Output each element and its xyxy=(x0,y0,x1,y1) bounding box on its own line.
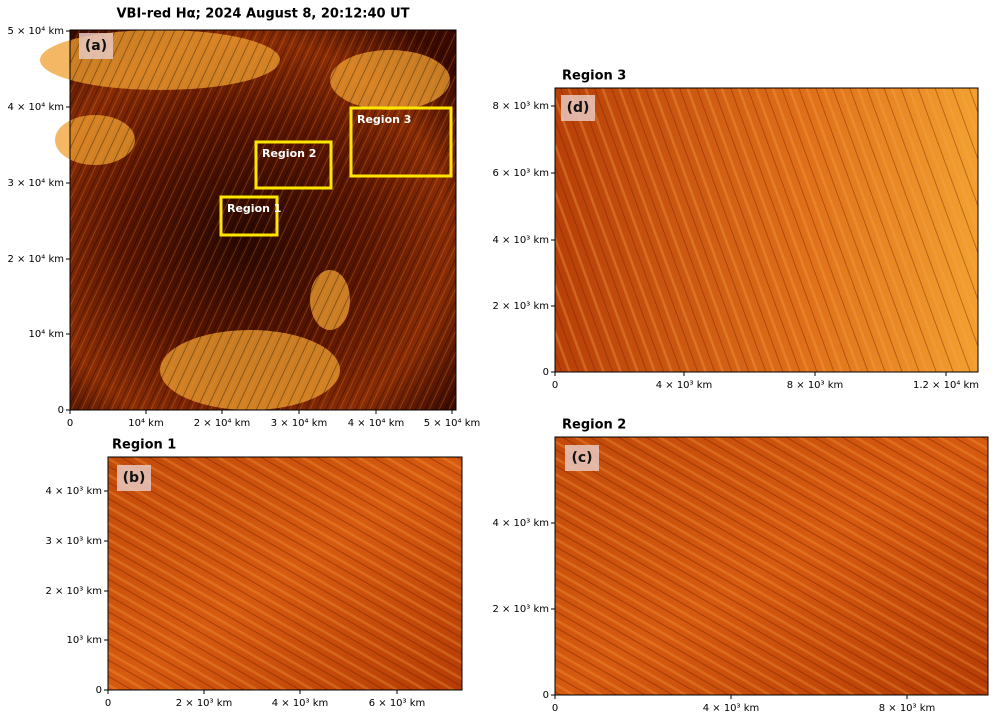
panel: Region 3 (d) 0 4 × 10³ km 8 × 10³ km 1.2 × 10… xyxy=(492,69,979,392)
y-tick-label: 0 xyxy=(543,367,549,378)
panel-label: (b) xyxy=(123,470,146,486)
x-tick-label: 8 × 10³ km xyxy=(879,703,936,714)
y-tick-label: 2 × 10³ km xyxy=(492,604,549,615)
x-tick-label: 4 × 10³ km xyxy=(703,703,760,714)
y-tick-label: 2 × 10³ km xyxy=(45,586,102,597)
y-tick-label: 2 × 10³ km xyxy=(492,301,549,312)
x-tick-label: 4 × 10³ km xyxy=(656,380,713,391)
region-label: Region 1 xyxy=(227,202,281,215)
region-label: Region 3 xyxy=(357,113,411,126)
y-tick-label: 3 × 10³ km xyxy=(45,536,102,547)
x-tick-label: 0 xyxy=(552,703,558,714)
y-tick-label: 10³ km xyxy=(67,635,102,646)
axes-frame xyxy=(107,456,463,691)
streaks xyxy=(555,437,988,695)
y-tick-label: 6 × 10³ km xyxy=(492,168,549,179)
panel-title: Region 3 xyxy=(562,69,626,84)
y-tick-label: 10⁴ km xyxy=(29,329,64,340)
axes-frame xyxy=(554,87,979,373)
region-box xyxy=(254,140,333,190)
panel: VBI-red Hα; 2024 August 8, 20:12:40 UT (a… xyxy=(7,7,480,430)
panel-label-box xyxy=(79,33,113,59)
y-tick-label: 4 × 10⁴ km xyxy=(7,102,64,113)
streaks xyxy=(70,30,456,410)
panel-title: VBI-red Hα; 2024 August 8, 20:12:40 UT xyxy=(117,7,410,22)
region-box xyxy=(219,195,279,237)
x-tick-label: 2 × 10³ km xyxy=(176,698,233,709)
x-tick-label: 1.2 × 10⁴ km xyxy=(913,380,979,391)
region-label: Region 2 xyxy=(262,147,316,160)
panel-label: (a) xyxy=(85,38,107,54)
x-tick-label: 0 xyxy=(67,418,73,429)
panel-label-box xyxy=(565,445,599,471)
panel-title: Region 1 xyxy=(112,438,176,453)
y-tick-label: 3 × 10⁴ km xyxy=(7,178,64,189)
x-tick-label: 10⁴ km xyxy=(128,418,163,429)
x-tick-label: 3 × 10⁴ km xyxy=(271,418,328,429)
y-tick-label: 0 xyxy=(58,405,64,416)
x-tick-label: 0 xyxy=(105,698,111,709)
y-tick-label: 2 × 10⁴ km xyxy=(7,254,64,265)
y-tick-label: 4 × 10³ km xyxy=(45,486,102,497)
y-tick-label: 4 × 10³ km xyxy=(492,235,549,246)
panel-label: (d) xyxy=(567,100,590,116)
streaks xyxy=(108,457,462,690)
x-tick-label: 4 × 10⁴ km xyxy=(348,418,405,429)
panel: Region 1 (b) 0 2 × 10³ km 4 × 10³ km 6 × 10³ … xyxy=(45,438,463,709)
y-tick-label: 8 × 10³ km xyxy=(492,101,549,112)
x-tick-label: 6 × 10³ km xyxy=(369,698,426,709)
panel-title: Region 2 xyxy=(562,418,626,433)
y-tick-label: 0 xyxy=(543,690,549,701)
axes-frame xyxy=(69,29,457,411)
y-tick-label: 4 × 10³ km xyxy=(492,518,549,529)
y-tick-label: 0 xyxy=(96,685,102,696)
streaks xyxy=(555,88,978,372)
panel-label-box xyxy=(117,465,151,491)
panel: Region 2 (c) 0 4 × 10³ km 8 × 10³ km 0 2 × 10³… xyxy=(492,418,989,714)
x-tick-label: 8 × 10³ km xyxy=(787,380,844,391)
region-box xyxy=(349,106,453,178)
panel-label-box xyxy=(561,95,595,121)
axes-frame xyxy=(554,436,989,696)
x-tick-label: 5 × 10⁴ km xyxy=(424,418,481,429)
x-tick-label: 4 × 10³ km xyxy=(272,698,329,709)
x-tick-label: 2 × 10⁴ km xyxy=(194,418,251,429)
panel-label: (c) xyxy=(571,450,592,466)
y-tick-label: 5 × 10⁴ km xyxy=(7,26,64,37)
x-tick-label: 0 xyxy=(552,380,558,391)
